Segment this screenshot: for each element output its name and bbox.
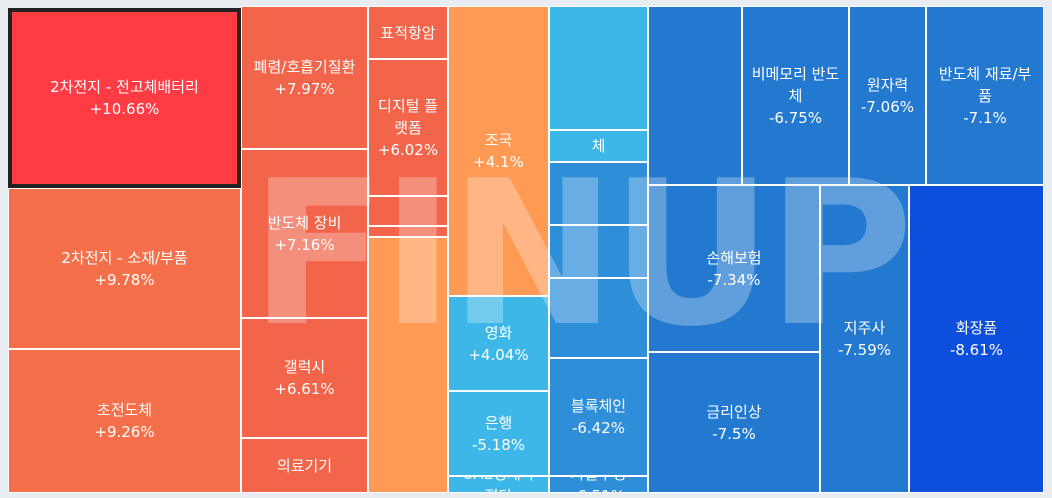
- tile-label: 표적항암: [380, 23, 436, 42]
- tile-change: -6.42%: [571, 419, 626, 437]
- tile-change: +4.1%: [473, 153, 524, 171]
- tile-change: -6.51%: [572, 485, 625, 493]
- tile-change: -5.54%: [572, 157, 625, 161]
- tile-label: 블록체인: [570, 397, 627, 415]
- tile-change: -7.34%: [707, 270, 761, 289]
- tile-change: +9.78%: [94, 270, 155, 289]
- tile-label: 초전도체: [96, 401, 153, 419]
- treemap-tile[interactable]: 폐렴/호흡기질환 +7.97%: [241, 6, 368, 149]
- tile-label: 반도체 장비: [267, 213, 342, 232]
- tile-label: 폐렴/호흡기질환: [253, 57, 356, 76]
- tile-label: 지주사: [843, 319, 886, 337]
- treemap-tile[interactable]: 블록체인 -6.42%: [549, 358, 648, 476]
- tile-label: 손해보험: [706, 248, 762, 267]
- treemap-tile[interactable]: [368, 226, 448, 237]
- treemap-tile[interactable]: 2차전지 - 전고체배터리 +10.66%: [8, 8, 241, 188]
- tile-change: +7.16%: [274, 235, 335, 254]
- tile-change: -7.59%: [837, 341, 892, 359]
- treemap-tile[interactable]: [549, 278, 648, 358]
- treemap-tile[interactable]: 원자력 -7.06%: [849, 6, 926, 185]
- tile-label: 의료기기: [276, 456, 333, 475]
- tile-label: 화장품: [955, 319, 998, 337]
- tile-label: 조국: [484, 131, 513, 149]
- tile-label: UAE경제사 절단: [449, 477, 548, 492]
- treemap-tile[interactable]: 반도체 장비 +7.16%: [241, 149, 368, 318]
- treemap-tile[interactable]: 지주사 -7.59%: [820, 185, 909, 493]
- tile-label: 비메모리 반도체: [751, 64, 840, 105]
- tile-change: -7.5%: [712, 424, 756, 443]
- tile-change: -7.06%: [860, 97, 915, 116]
- treemap-tile[interactable]: UAE경제사 절단: [448, 476, 549, 493]
- tile-label: 차량용 반도체: [562, 131, 636, 155]
- treemap-tile[interactable]: 조국 +4.1%: [448, 6, 549, 296]
- treemap-tile[interactable]: 갤럭시 +6.61%: [241, 318, 368, 438]
- tile-change: -6.75%: [768, 108, 823, 127]
- treemap-tile[interactable]: 비메모리 반도체 -6.75%: [742, 6, 849, 185]
- tile-change: -8.61%: [949, 341, 1004, 359]
- treemap-tile[interactable]: 손해보험 -7.34%: [648, 185, 820, 352]
- tile-label: 2차전지 - 소재/부품: [61, 248, 188, 267]
- treemap-tile[interactable]: 반도체 재료/부품 -7.1%: [926, 6, 1044, 185]
- treemap-tile[interactable]: 의료기기: [241, 438, 368, 493]
- treemap-tile[interactable]: 은행 -5.18%: [448, 391, 549, 476]
- treemap-tile[interactable]: [368, 196, 448, 226]
- tile-change: -7.1%: [963, 108, 1007, 127]
- tile-label: 원자력: [866, 75, 909, 94]
- tile-label: 디지털 플랫폼: [378, 96, 438, 137]
- tile-change: -5.18%: [471, 435, 526, 454]
- treemap-tile[interactable]: 영화 +4.04%: [448, 296, 549, 391]
- treemap-tile[interactable]: 2차전지 - 소재/부품 +9.78%: [8, 188, 241, 349]
- tile-label: 2차전지 - 전고체배터리: [50, 78, 199, 96]
- tile-change: +9.26%: [94, 423, 155, 441]
- treemap-tile[interactable]: 금리인상 -7.5%: [648, 352, 820, 493]
- tile-change: +6.02%: [377, 140, 439, 159]
- treemap-tile[interactable]: 표적항암: [368, 6, 448, 59]
- treemap-tile[interactable]: 자율주행-6.51%: [549, 476, 648, 493]
- treemap-tile[interactable]: 화장품 -8.61%: [909, 185, 1044, 493]
- tile-change: +10.66%: [89, 100, 160, 118]
- tile-label: 은행: [484, 413, 513, 432]
- tile-label: 반도체 재료/부품: [938, 64, 1032, 105]
- treemap-tile[interactable]: [368, 237, 448, 493]
- treemap-tile[interactable]: [549, 225, 648, 278]
- treemap-tile[interactable]: 초전도체 +9.26%: [8, 349, 241, 493]
- treemap-tile[interactable]: [549, 162, 648, 225]
- treemap-tile[interactable]: [549, 6, 648, 130]
- treemap-tile[interactable]: 디지털 플랫폼 +6.02%: [368, 59, 448, 196]
- tile-label: 금리인상: [706, 402, 762, 421]
- tile-label: 자율주행: [565, 477, 632, 485]
- tile-change: +7.97%: [274, 79, 335, 98]
- treemap-tile[interactable]: 차량용 반도체 -5.54%: [549, 130, 648, 162]
- tile-label: 갤럭시: [283, 358, 326, 376]
- tile-change: +6.61%: [274, 380, 335, 398]
- tile-change: +4.04%: [468, 345, 529, 364]
- treemap-tile[interactable]: [648, 6, 742, 185]
- tile-label: 영화: [484, 323, 513, 342]
